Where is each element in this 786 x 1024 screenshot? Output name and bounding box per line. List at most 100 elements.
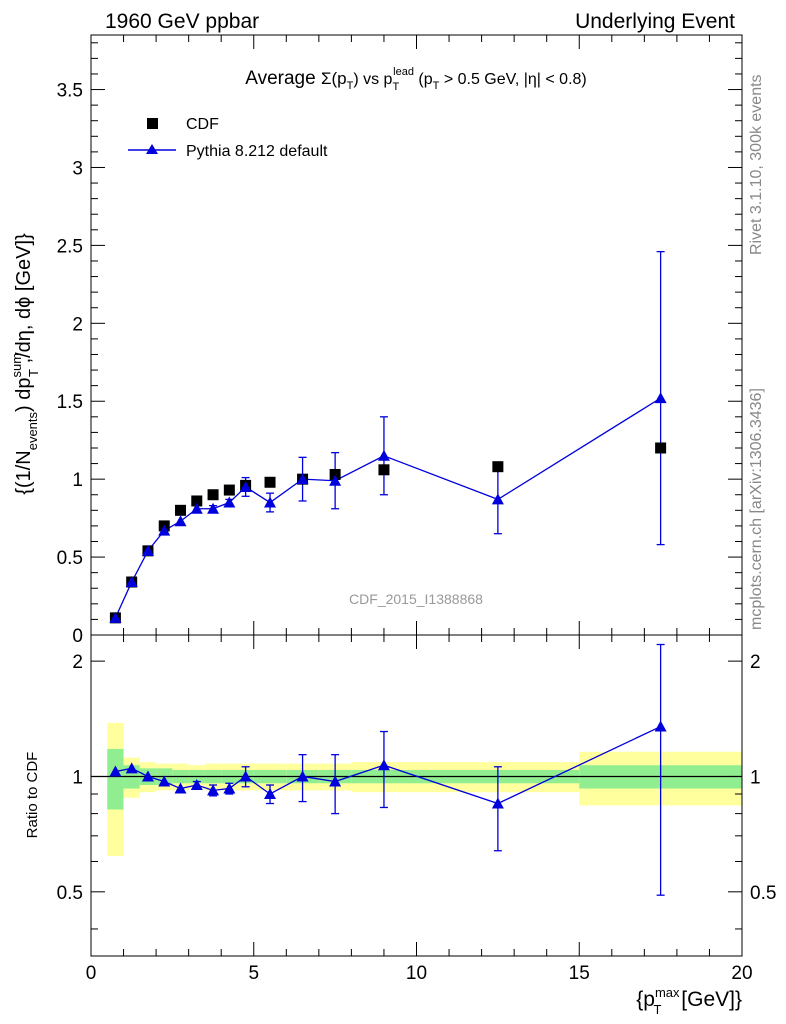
main-title: Average Σ(pT) vs pTlead (pT > 0.5 GeV, |… bbox=[245, 66, 587, 93]
title-t3: T bbox=[433, 80, 440, 92]
title-mid: ) vs p bbox=[353, 71, 392, 88]
ratio-point bbox=[491, 797, 504, 809]
data-point bbox=[492, 461, 504, 473]
ylabel-sum: sum bbox=[9, 353, 24, 378]
ratio-point bbox=[109, 765, 122, 777]
ratio-point bbox=[190, 779, 203, 791]
xtick-label: 20 bbox=[731, 963, 752, 984]
mc-point bbox=[491, 493, 504, 505]
ratio-point bbox=[296, 770, 309, 782]
data-point bbox=[191, 495, 203, 507]
main-ylabel: {(1/Nevents) dpsum T ,/dη, dϕ [GeV]} bbox=[9, 233, 41, 495]
main-ytick-label: 1 bbox=[72, 470, 83, 491]
xtick-label: 15 bbox=[569, 963, 590, 984]
mc-point bbox=[109, 611, 122, 623]
legend-data-marker bbox=[147, 118, 158, 129]
legend-mc-label: Pythia 8.212 default bbox=[186, 143, 328, 160]
legend-mc-marker bbox=[146, 144, 158, 154]
rivet-label: Rivet 3.1.10, 300k events bbox=[748, 74, 765, 255]
ratio-plot: 0.5 0.51 12 20 5 10 15 20 Ratio to CDF {pmax T [… bbox=[24, 634, 776, 1017]
main-ytick-label: 2 bbox=[72, 314, 83, 335]
ratio-ytick-label-right: 0.5 bbox=[750, 883, 776, 904]
data-point bbox=[378, 464, 390, 476]
main-ytick-label: 0.5 bbox=[57, 548, 83, 569]
mc-point bbox=[158, 524, 171, 536]
data-point bbox=[223, 484, 235, 496]
xlabel-a: {p bbox=[636, 988, 655, 1011]
xtick-label: 10 bbox=[406, 963, 427, 984]
xlabel-max: max bbox=[655, 985, 680, 1000]
header-left: 1960 GeV ppbar bbox=[105, 10, 259, 33]
title-t2: T bbox=[392, 81, 399, 93]
mc-point bbox=[239, 480, 252, 492]
mc-point bbox=[174, 515, 187, 527]
ratio-point bbox=[264, 788, 277, 800]
ratio-ytick-label-right: 1 bbox=[750, 767, 761, 788]
data-point bbox=[207, 489, 219, 501]
main-ytick-label: 0 bbox=[72, 626, 83, 647]
ratio-axes: 0.5 0.51 12 20 5 10 15 20 bbox=[57, 635, 776, 984]
mc-point bbox=[654, 392, 667, 404]
mc-point bbox=[377, 449, 390, 461]
xlabel-T: T bbox=[654, 1002, 662, 1017]
main-plot: 0 0.5 1 1.5 2 2.5 3 3.5 CDF_2015_I1388868 Avera… bbox=[9, 34, 743, 647]
mc-point bbox=[223, 496, 236, 508]
ratio-ytick-label-right: 2 bbox=[750, 652, 761, 673]
band-inner bbox=[107, 748, 124, 810]
mc-point bbox=[264, 496, 277, 508]
ratio-data bbox=[109, 643, 667, 896]
ratio-bands bbox=[107, 722, 742, 857]
mc-point bbox=[296, 473, 309, 485]
ratio-point bbox=[125, 762, 138, 774]
mcplots-label: mcplots.cern.ch [arXiv:1306.3436] bbox=[748, 388, 765, 630]
ratio-ytick-label: 0.5 bbox=[57, 883, 83, 904]
xlabel: {pmax T [GeV]} bbox=[636, 985, 742, 1017]
xlabel-b: [GeV]} bbox=[675, 988, 742, 1011]
ylabel-events: events bbox=[25, 411, 40, 450]
title-sigma: Σ(p bbox=[321, 69, 347, 88]
ylabel-c: ,/dη, dϕ [GeV]} bbox=[13, 233, 35, 369]
main-ytick-label: 1.5 bbox=[57, 392, 83, 413]
data-point bbox=[329, 468, 341, 480]
title-pre: Average bbox=[245, 68, 321, 89]
legend-data-label: CDF bbox=[186, 116, 219, 133]
ylabel-b: ) dp bbox=[13, 378, 35, 412]
ratio-point bbox=[207, 784, 220, 796]
main-ytick-label: 3 bbox=[72, 158, 83, 179]
ratio-point bbox=[239, 770, 252, 782]
data-point bbox=[175, 504, 187, 516]
ylabel-a: {(1/N bbox=[13, 450, 35, 494]
ratio-point bbox=[141, 770, 154, 782]
title-tail: > 0.5 GeV, |η| < 0.8) bbox=[439, 71, 586, 88]
ratio-point bbox=[223, 782, 236, 794]
data-point bbox=[264, 476, 276, 488]
title-t1: T bbox=[347, 80, 354, 92]
header-right: Underlying Event bbox=[575, 10, 735, 33]
ratio-point bbox=[174, 782, 187, 794]
title-post: (p bbox=[414, 71, 433, 88]
ratio-point bbox=[654, 720, 667, 732]
main-ytick-label: 2.5 bbox=[57, 236, 83, 257]
legend: CDF Pythia 8.212 default bbox=[128, 116, 328, 160]
ratio-ytick-label: 1 bbox=[72, 767, 83, 788]
ratio-point bbox=[158, 775, 171, 787]
ratio-point bbox=[377, 759, 390, 771]
watermark: CDF_2015_I1388868 bbox=[349, 591, 483, 607]
main-data bbox=[109, 250, 667, 624]
xtick-label: 5 bbox=[248, 963, 259, 984]
mc-point bbox=[207, 502, 220, 514]
ratio-ylabel: Ratio to CDF bbox=[24, 752, 41, 839]
mc-point bbox=[141, 544, 154, 556]
title-lead: lead bbox=[393, 66, 414, 78]
ratio-ytick-label: 2 bbox=[72, 652, 83, 673]
mc-point bbox=[125, 576, 138, 588]
data-point bbox=[655, 442, 667, 454]
mc-point bbox=[190, 502, 203, 514]
ratio-point bbox=[329, 775, 342, 787]
mc-point bbox=[329, 474, 342, 486]
main-axes: 0 0.5 1 1.5 2 2.5 3 3.5 bbox=[57, 35, 743, 647]
main-ytick-label: 3.5 bbox=[57, 81, 83, 102]
xtick-label: 0 bbox=[86, 963, 97, 984]
ylabel-T: T bbox=[26, 369, 41, 377]
